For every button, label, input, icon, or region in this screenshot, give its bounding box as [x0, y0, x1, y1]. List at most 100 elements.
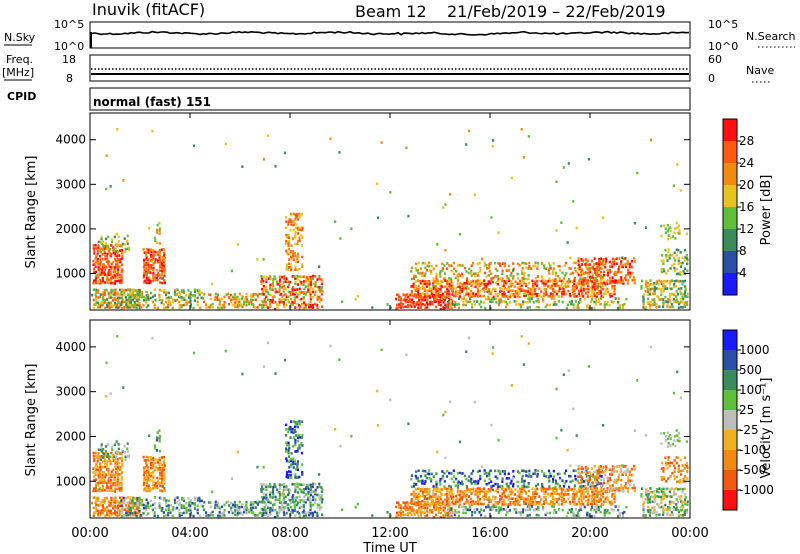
velocity-cell [163, 459, 166, 462]
power-cell [584, 258, 587, 261]
power-cell [120, 288, 123, 292]
power-cell [675, 267, 678, 271]
power-cell [97, 262, 100, 266]
velocity-cell [120, 476, 123, 479]
power-cell [586, 263, 589, 267]
velocity-cell [487, 503, 490, 507]
velocity-cell [298, 495, 301, 499]
power-cell [203, 300, 206, 304]
power-cell [615, 279, 618, 283]
velocity-cell [138, 509, 141, 513]
velocity-cell [446, 498, 449, 502]
power-cell [133, 289, 136, 292]
power-cell [266, 290, 269, 294]
velocity-cell [95, 454, 98, 458]
power-cell [678, 232, 681, 235]
power-cell [271, 298, 274, 302]
velocity-cell [125, 506, 128, 510]
velocity-cell [116, 501, 119, 504]
velocity-cell [452, 495, 455, 498]
power-cell [582, 259, 585, 263]
power-cell [567, 281, 570, 285]
velocity-colorbar-frame [722, 329, 738, 511]
power-cell [606, 268, 609, 272]
velocity-cell [450, 497, 453, 501]
velocity-cell [514, 488, 517, 491]
velocity-cell [147, 484, 150, 487]
velocity-cell [578, 475, 581, 479]
velocity-cell [428, 472, 431, 476]
power-cell [586, 295, 589, 298]
velocity-cell [294, 434, 297, 437]
power-cell [555, 180, 558, 183]
velocity-cell [649, 508, 652, 512]
velocity-cell [593, 465, 596, 468]
power-cell [119, 260, 122, 264]
power-cell [564, 292, 567, 296]
power-cell [531, 279, 534, 283]
velocity-cell [407, 503, 410, 507]
power-cell [407, 295, 410, 299]
power-cell [435, 298, 438, 301]
power-cell [444, 279, 447, 282]
power-cell [138, 295, 141, 299]
velocity-cell [97, 448, 100, 451]
power-cell [660, 224, 663, 228]
power-cell [284, 293, 287, 296]
velocity-cell [105, 496, 108, 500]
power-cell [446, 287, 449, 291]
power-cell [416, 269, 420, 272]
power-cell [94, 244, 97, 247]
velocity-cell [516, 500, 519, 503]
velocity-cell [439, 495, 442, 499]
velocity-cell [679, 458, 682, 462]
power-cell [541, 275, 544, 278]
power-cell [141, 295, 144, 299]
velocity-cell [321, 513, 324, 516]
velocity-cell [659, 495, 663, 499]
power-cell [125, 306, 128, 309]
power-cell [428, 269, 431, 272]
velocity-cell [419, 502, 422, 506]
velocity-cell [238, 508, 241, 512]
velocity-cell [607, 498, 610, 502]
freq-label: Freq. [6, 53, 33, 66]
power-cell [646, 281, 650, 285]
velocity-cell [525, 474, 528, 477]
velocity-cell [541, 489, 544, 493]
velocity-cell [487, 505, 490, 509]
velocity-cell [580, 500, 583, 503]
power-cell [149, 271, 152, 274]
velocity-cell [121, 508, 124, 512]
velocity-cell [112, 504, 115, 508]
power-cell [582, 295, 585, 298]
velocity-cell [439, 483, 442, 486]
velocity-cell [519, 513, 522, 517]
power-cell [527, 290, 530, 293]
velocity-cell [296, 465, 299, 468]
power-cell [437, 301, 440, 304]
velocity-cell [94, 511, 97, 514]
velocity-cell [131, 512, 134, 515]
power-cell [189, 299, 192, 302]
velocity-cell [519, 490, 522, 493]
power-cell [565, 306, 568, 310]
power-cell [93, 252, 96, 255]
power-cell [478, 302, 481, 306]
power-cell [238, 292, 241, 296]
velocity-cell [501, 477, 504, 480]
velocity-cell [651, 491, 654, 494]
velocity-cell [441, 474, 444, 478]
velocity-cell [603, 511, 606, 515]
velocity-cell [445, 475, 449, 478]
power-cell [577, 263, 580, 267]
velocity-cell [110, 484, 113, 488]
velocity-cell [568, 474, 571, 478]
velocity-cell [158, 463, 161, 467]
power-cell [307, 285, 310, 288]
power-cell [113, 268, 117, 271]
velocity-cell [488, 500, 491, 503]
velocity-cell [651, 506, 654, 510]
velocity-cell [446, 512, 449, 515]
power-cell [156, 276, 159, 280]
